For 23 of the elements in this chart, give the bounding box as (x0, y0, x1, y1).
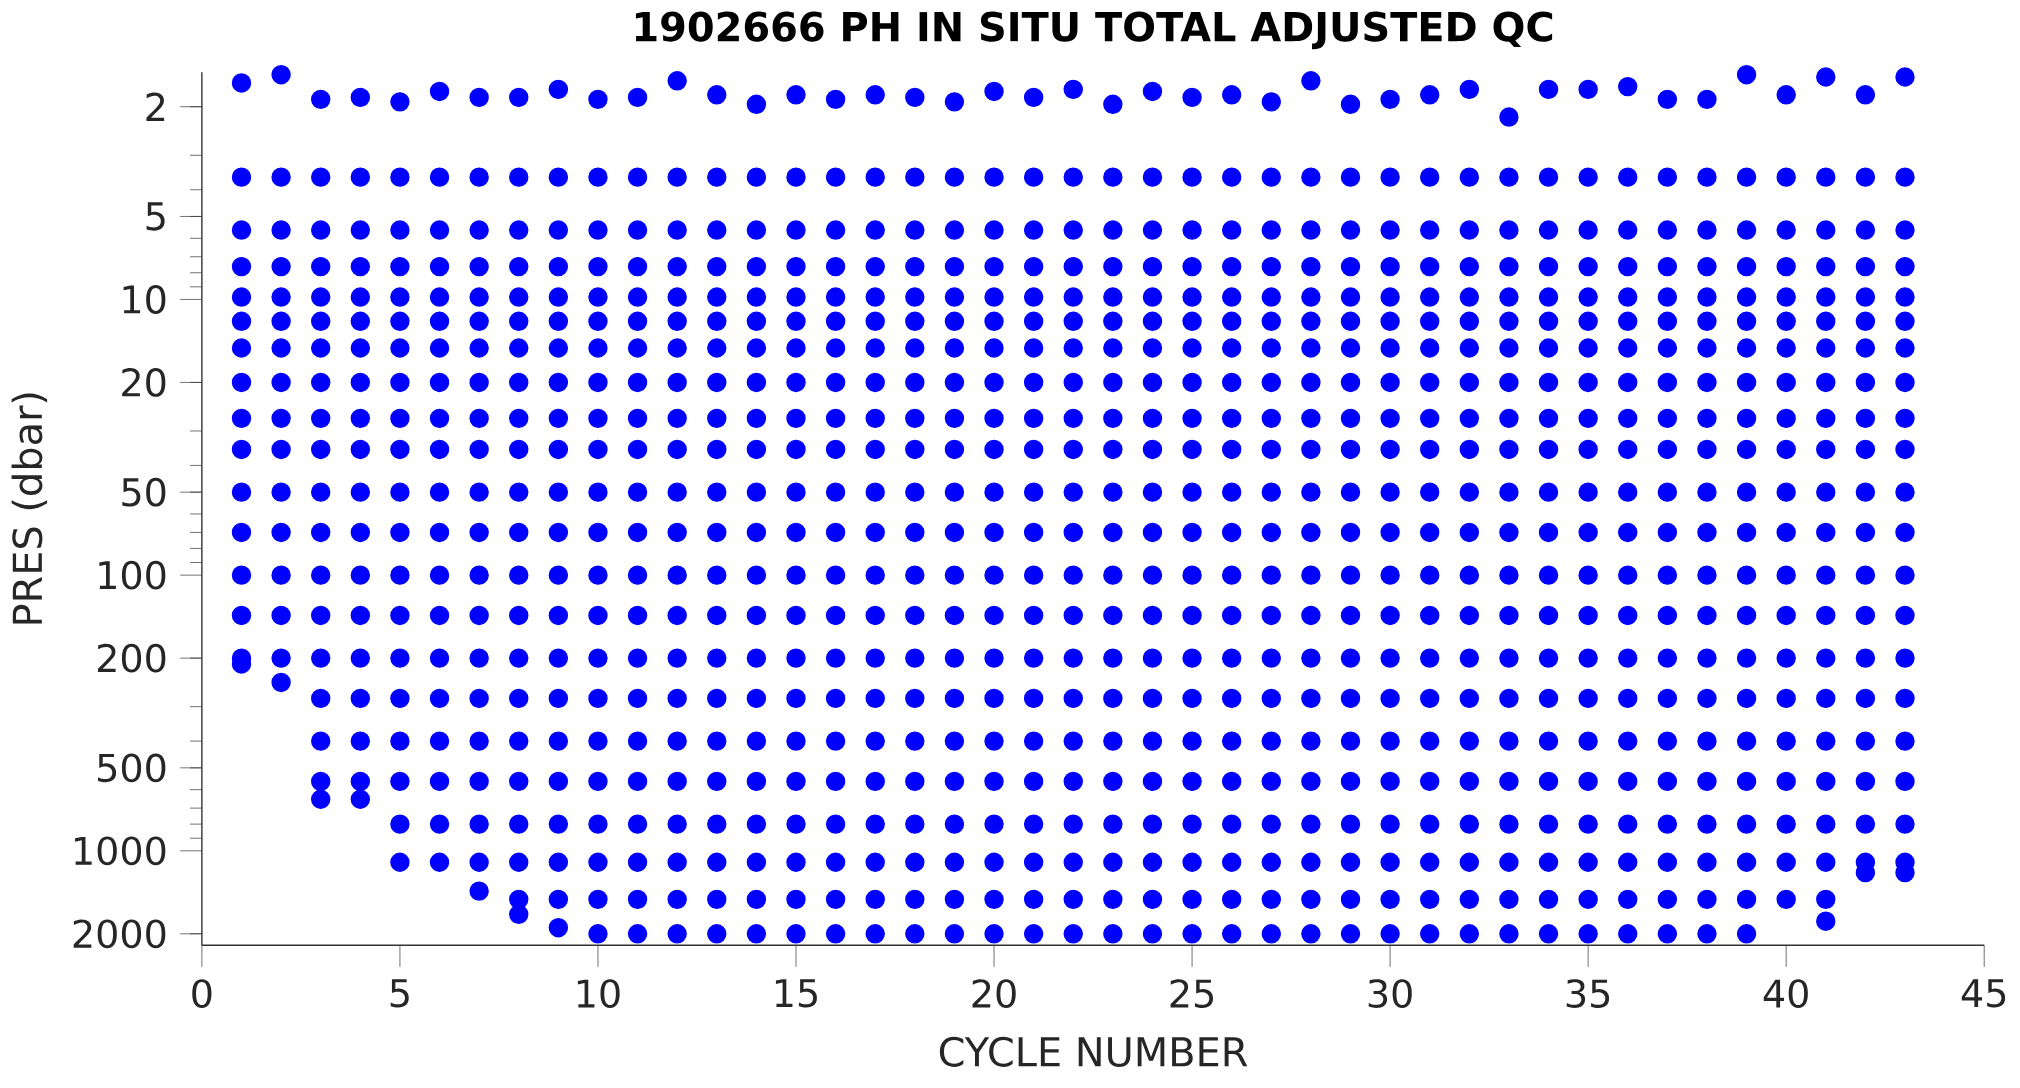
y-tick-label: 2 (146, 92, 165, 121)
y-tick-label: 2000 (73, 919, 166, 949)
x-axis-title: CYCLE NUMBER (939, 1036, 1248, 1067)
x-tick-label: 20 (972, 979, 1016, 1008)
y-tick-label: 20 (122, 367, 166, 397)
y-tick-label: 5 (146, 202, 165, 231)
x-tick-label: 15 (775, 979, 817, 1008)
x-tick-label: 40 (1763, 979, 1808, 1008)
x-tick-label: 10 (577, 979, 620, 1008)
x-tick-label: 0 (192, 979, 212, 1008)
x-tick-label: 30 (1368, 979, 1412, 1008)
y-tick-label: 50 (122, 477, 166, 507)
x-tick-label: 45 (1961, 979, 2006, 1008)
x-tick-label: 35 (1566, 979, 1610, 1008)
y-tick-label: 1000 (75, 836, 166, 866)
y-tick-label: 10 (123, 284, 166, 314)
y-tick-label: 500 (98, 753, 166, 783)
chart-title: 1902666 PH IN SITU TOTAL ADJUSTED QC (635, 11, 1553, 50)
y-axis-title: PRES (dbar) (11, 393, 48, 624)
y-tick-label: 200 (97, 643, 166, 673)
x-tick-label: 5 (390, 979, 409, 1008)
x-tick-label: 25 (1170, 979, 1213, 1008)
y-tick-label: 100 (99, 560, 166, 590)
